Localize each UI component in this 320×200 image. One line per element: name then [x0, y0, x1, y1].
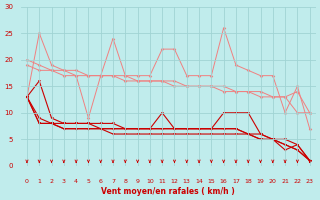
X-axis label: Vent moyen/en rafales ( km/h ): Vent moyen/en rafales ( km/h ) — [101, 187, 235, 196]
